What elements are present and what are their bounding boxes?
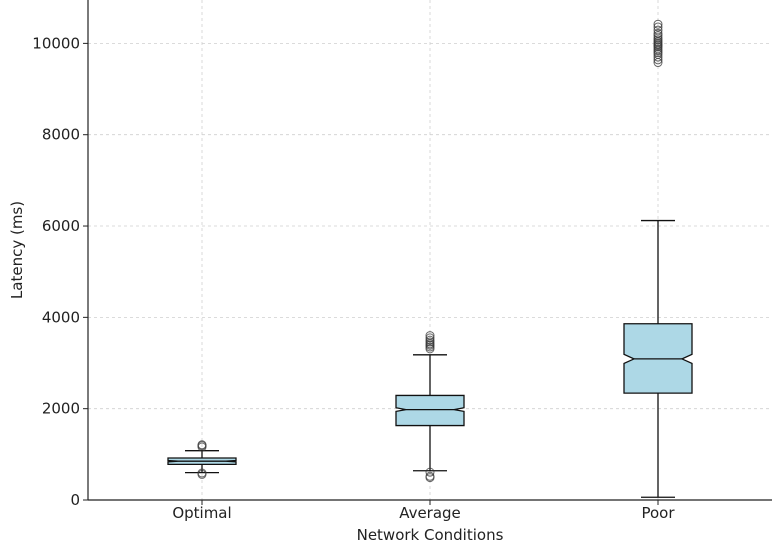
x-axis-title: Network Conditions — [357, 526, 504, 544]
y-axis-title: Latency (ms) — [8, 201, 26, 299]
x-axis-ticks: Optimal Average Poor — [172, 500, 675, 522]
outlier-point — [653, 22, 663, 32]
outlier-point — [197, 468, 207, 478]
outlier-point — [197, 440, 207, 450]
y-axis-ticks: 0 2000 4000 6000 8000 10000 — [32, 34, 88, 509]
box-average — [395, 331, 465, 483]
outlier-point — [425, 467, 435, 477]
x-tick-label: Optimal — [172, 504, 231, 522]
outlier-point — [653, 55, 663, 65]
outlier-point — [653, 28, 663, 38]
box-optimal — [167, 440, 237, 479]
y-tick-label: 0 — [70, 491, 80, 509]
outlier-point — [425, 471, 435, 481]
box-series — [167, 19, 693, 498]
y-tick-label: 6000 — [42, 217, 80, 235]
outlier-point — [653, 19, 663, 29]
box-body — [395, 394, 465, 427]
x-tick-label: Average — [399, 504, 461, 522]
y-tick-label: 10000 — [32, 34, 80, 52]
x-tick-label: Poor — [641, 504, 675, 522]
outlier-point — [425, 335, 435, 345]
outlier-point — [653, 25, 663, 35]
box-poor — [623, 19, 693, 498]
outlier-point — [425, 331, 435, 341]
y-tick-label: 8000 — [42, 126, 80, 144]
y-tick-label: 4000 — [42, 308, 80, 326]
outlier-point — [425, 333, 435, 343]
outlier-point — [653, 31, 663, 41]
y-tick-label: 2000 — [42, 400, 80, 418]
